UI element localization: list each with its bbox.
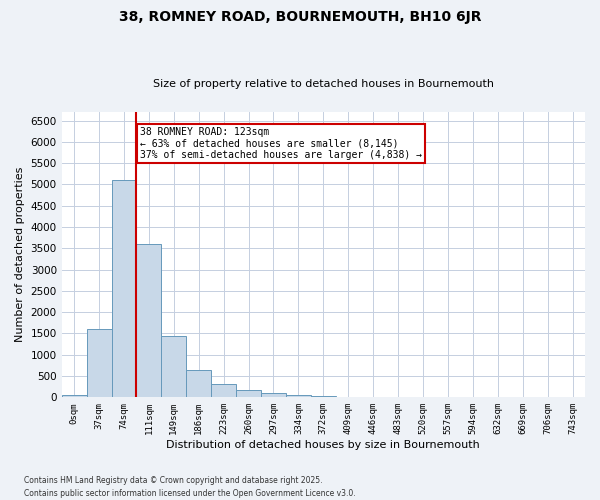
Bar bbox=[112, 180, 136, 398]
Y-axis label: Number of detached properties: Number of detached properties bbox=[15, 167, 25, 342]
Bar bbox=[261, 393, 286, 398]
Bar bbox=[236, 390, 261, 398]
Title: Size of property relative to detached houses in Bournemouth: Size of property relative to detached ho… bbox=[153, 79, 494, 89]
Bar bbox=[86, 329, 112, 398]
X-axis label: Distribution of detached houses by size in Bournemouth: Distribution of detached houses by size … bbox=[166, 440, 480, 450]
Bar bbox=[311, 396, 336, 398]
Bar bbox=[62, 395, 86, 398]
Text: Contains HM Land Registry data © Crown copyright and database right 2025.
Contai: Contains HM Land Registry data © Crown c… bbox=[24, 476, 356, 498]
Bar bbox=[211, 384, 236, 398]
Bar bbox=[286, 395, 311, 398]
Text: 38 ROMNEY ROAD: 123sqm
← 63% of detached houses are smaller (8,145)
37% of semi-: 38 ROMNEY ROAD: 123sqm ← 63% of detached… bbox=[140, 127, 422, 160]
Bar bbox=[186, 370, 211, 398]
Text: 38, ROMNEY ROAD, BOURNEMOUTH, BH10 6JR: 38, ROMNEY ROAD, BOURNEMOUTH, BH10 6JR bbox=[119, 10, 481, 24]
Bar bbox=[161, 336, 186, 398]
Bar bbox=[136, 244, 161, 398]
